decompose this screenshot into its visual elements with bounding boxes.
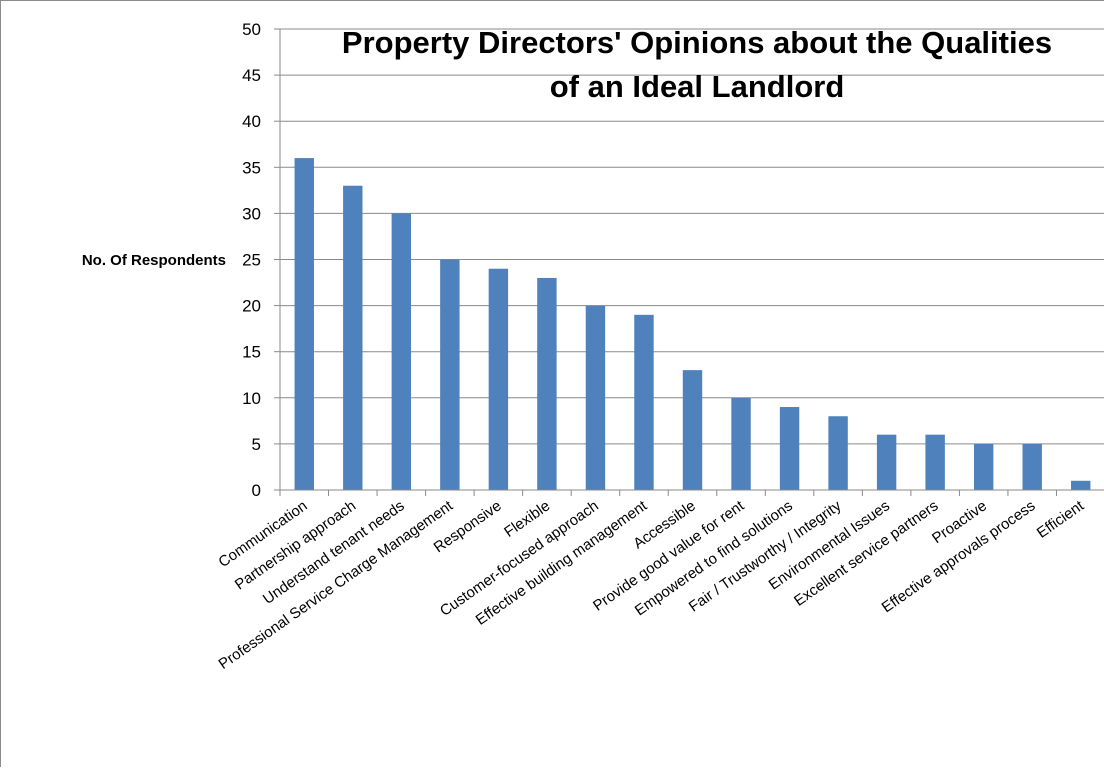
- bar: [779, 407, 800, 490]
- bar: [925, 434, 945, 490]
- y-axis-label: No. Of Respondents: [82, 252, 226, 269]
- bar: [440, 259, 460, 490]
- y-tick-label: 30: [242, 204, 261, 223]
- bar: [682, 370, 703, 490]
- y-tick-label: 50: [242, 20, 261, 39]
- category-label: Efficient: [1034, 497, 1088, 542]
- bar: [634, 314, 654, 490]
- y-tick-label: 10: [242, 389, 261, 408]
- y-tick-label: 25: [242, 251, 261, 270]
- chart-title-line-2: of an Ideal Landlord: [550, 69, 845, 104]
- y-tick-label: 15: [242, 343, 261, 362]
- bar: [876, 434, 897, 490]
- bar: [294, 158, 314, 490]
- y-tick-label: 20: [242, 297, 261, 316]
- y-tick-labels: 0 5 10 15 20 25 30 35 40 45 50: [242, 20, 261, 500]
- bar: [1022, 443, 1042, 490]
- chart-title-line-1: Property Directors' Opinions about the Q…: [342, 25, 1052, 60]
- bar: [1071, 480, 1091, 490]
- bar: [488, 268, 509, 490]
- bar: [343, 185, 363, 491]
- bar: [537, 277, 557, 490]
- bar: [731, 397, 751, 490]
- axes: [274, 28, 1104, 496]
- gridlines: [280, 28, 1104, 445]
- y-tick-label: 40: [242, 112, 261, 131]
- bar: [391, 213, 412, 490]
- y-tick-label: 45: [242, 66, 261, 85]
- y-tick-label: 35: [242, 158, 261, 177]
- bar: [973, 443, 994, 490]
- y-tick-label: 5: [252, 435, 261, 454]
- bars: [294, 158, 1091, 491]
- y-tick-label: 0: [252, 481, 261, 500]
- chart-title: Property Directors' Opinions about the Q…: [342, 25, 1052, 104]
- bar: [585, 305, 606, 490]
- bar: [828, 416, 848, 490]
